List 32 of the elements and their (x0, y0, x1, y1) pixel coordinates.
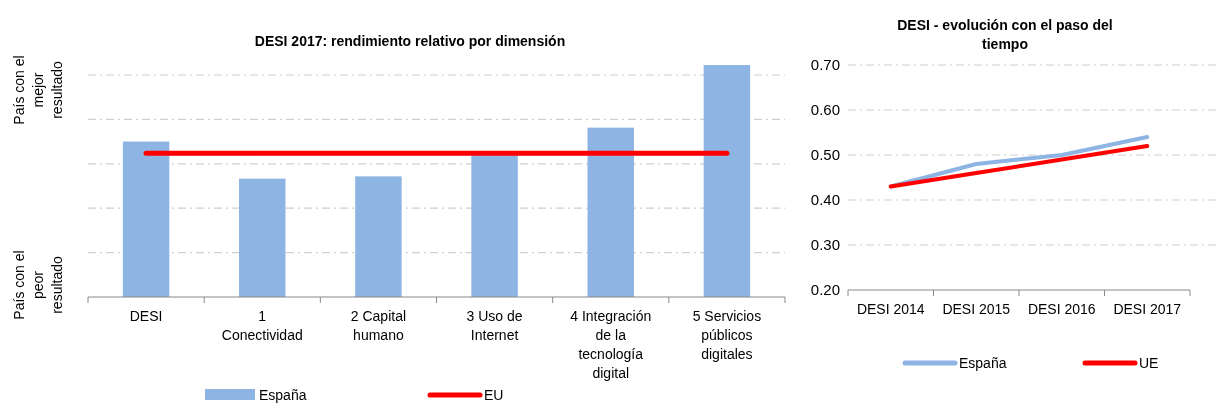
x-tick-label: DESI 2014 (856, 301, 925, 317)
y-tick-label: 0.40 (810, 191, 840, 209)
x-tick-label: DESI 2015 (942, 301, 1011, 317)
text: País con el mejor resultado (11, 55, 65, 125)
x-tick-label: 5 Servicios públicos digitales (692, 308, 762, 362)
legend-label: UE (1139, 355, 1159, 371)
y-tick-label: 0.20 (810, 281, 840, 299)
legend-label: España (959, 355, 1007, 371)
x-tick-label: 1 Conectividad (221, 308, 303, 343)
chart-title: DESI 2017: rendimiento relativo por dimensión (254, 33, 566, 49)
bar (703, 65, 751, 297)
bar (587, 127, 634, 297)
legend-label: España (259, 387, 307, 403)
y-tick-label: 0.50 (810, 146, 840, 164)
chart-title: DESI - evolución con el paso del tiempo (897, 17, 1113, 52)
y-tick-label: 0.60 (810, 101, 840, 119)
x-tick-label: DESI (129, 308, 163, 324)
x-tick-label: DESI 2017 (1113, 301, 1182, 317)
x-tick-label: DESI 2016 (1027, 301, 1096, 317)
bar (471, 153, 518, 297)
line-series (888, 135, 1150, 189)
x-tick-label: 4 Integración de la tecnología digital (570, 308, 652, 381)
bar (355, 176, 402, 297)
y-tick-label: 0.70 (810, 56, 840, 74)
legend-label: EU (484, 387, 504, 403)
bar (239, 178, 286, 297)
x-tick-label: 2 Capital humano (350, 308, 407, 343)
bar (122, 141, 170, 297)
x-tick-label: 3 Uso de Internet (466, 308, 523, 343)
text: País con el peor resultado (11, 250, 65, 320)
line-series (888, 144, 1150, 189)
y-tick-label: 0.30 (810, 236, 840, 254)
